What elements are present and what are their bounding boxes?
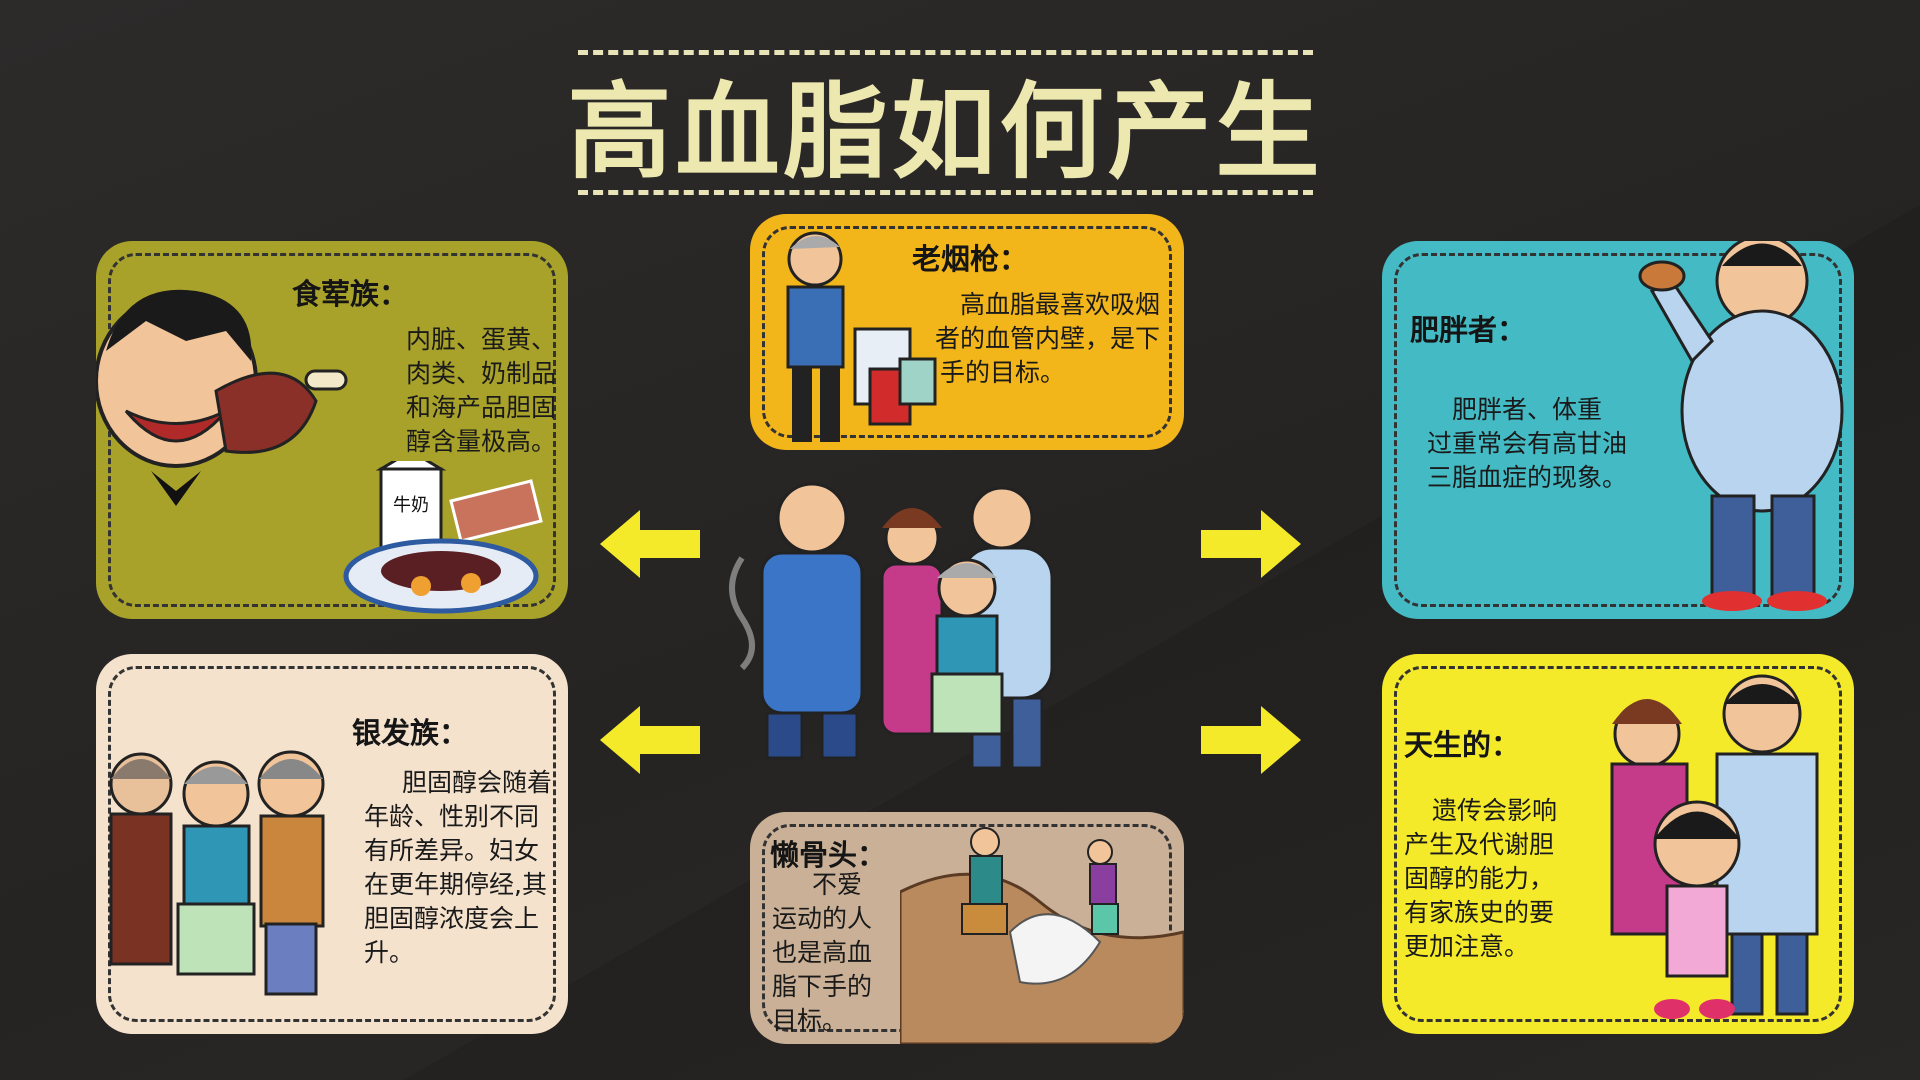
page-title: 高血脂如何产生	[567, 70, 1324, 193]
body-line: 高血脂最喜欢吸烟	[959, 290, 1160, 319]
card-heading: 懒骨头：	[770, 838, 887, 872]
card-body: 胆固醇会随着 年龄、性别不同 有所差异。妇女 在更年期停经,其 胆固醇浓度会上 …	[364, 766, 554, 970]
body-line: 脂下手的	[772, 972, 873, 1001]
smoker-illustration	[786, 231, 937, 442]
body-line: 运动的人	[772, 904, 873, 933]
card-dashed-border	[1394, 666, 1842, 1022]
body-line: 在更年期停经,其	[364, 870, 547, 899]
card-smoker: 老烟枪： 高血脂最喜欢吸烟 者的血管内壁，是下 手的目标。	[750, 214, 1184, 450]
elderly-group-illustration	[109, 750, 325, 996]
card-heading: 老烟枪：	[912, 242, 1029, 276]
card-born: 天生的： 遗传会影响 产生及代谢胆 固醇的能力， 有家族史的要 更加注意。	[1382, 654, 1854, 1034]
body-line: 内脏、蛋黄、	[405, 325, 556, 354]
arrow-left-icon	[600, 706, 700, 774]
obese-man-illustration	[1638, 241, 1844, 611]
body-line: 胆固醇浓度会上	[364, 904, 540, 933]
milk-label: 牛奶	[393, 495, 429, 516]
body-line: 三脂血症的现象。	[1426, 463, 1627, 492]
arrow-right-icon	[1201, 706, 1301, 774]
body-line: 肥胖者、体重	[1451, 395, 1602, 424]
meat-eater-illustration	[96, 289, 348, 506]
body-line: 和海产品胆固	[405, 393, 556, 422]
family-illustration	[1610, 674, 1819, 1019]
card-obese: 肥胖者： 肥胖者、体重 过重常会有高甘油 三脂血症的现象。	[1382, 241, 1854, 619]
card-body: 不爱 运动的人 也是高血 脂下手的 目标。	[772, 868, 902, 1038]
body-line: 有家族史的要	[1404, 898, 1555, 927]
body-line: 不爱	[812, 870, 863, 899]
food-plate-illustration: 牛奶	[343, 461, 543, 614]
arrow-left-icon	[600, 510, 700, 578]
body-line: 更加注意。	[1404, 932, 1530, 961]
card-body: 高血脂最喜欢吸烟 者的血管内壁，是下 手的目标。	[930, 288, 1160, 390]
card-heading: 食荤族：	[292, 277, 409, 311]
central-group-illustration	[729, 482, 1054, 770]
body-line: 年龄、性别不同	[364, 802, 540, 831]
hikers-illustration	[900, 827, 1184, 1044]
body-line: 手的目标。	[940, 358, 1066, 387]
card-heading: 天生的：	[1404, 728, 1521, 762]
body-line: 肉类、奶制品	[405, 359, 556, 388]
body-line: 有所差异。妇女	[364, 836, 540, 865]
body-line: 者的血管内壁，是下	[934, 324, 1160, 353]
title-frame: 高血脂如何产生	[568, 50, 1320, 195]
body-line: 升。	[364, 938, 415, 967]
card-body: 肥胖者、体重 过重常会有高甘油 三脂血症的现象。	[1422, 393, 1632, 495]
card-elder: 银发族： 胆固醇会随着 年龄、性别不同 有所差异。妇女 在更年期停经,其 胆固醇…	[96, 654, 568, 1034]
body-line: 胆固醇会随着	[402, 768, 553, 797]
card-heading: 肥胖者：	[1410, 313, 1527, 347]
card-lazy: 懒骨头： 不爱 运动的人 也是高血 脂下手的 目标。	[750, 812, 1184, 1044]
card-dashed-border	[762, 226, 1172, 438]
card-heading: 银发族：	[352, 716, 469, 750]
body-line: 遗传会影响	[1432, 796, 1558, 825]
body-line: 醇含量极高。	[405, 427, 556, 456]
body-line: 过重常会有高甘油	[1426, 429, 1627, 458]
body-line: 产生及代谢胆	[1404, 830, 1555, 859]
card-body: 内脏、蛋黄、 肉类、奶制品 和海产品胆固 醇含量极高。	[386, 323, 556, 459]
arrow-right-icon	[1201, 510, 1301, 578]
body-line: 目标。	[772, 1006, 848, 1035]
card-body: 遗传会影响 产生及代谢胆 固醇的能力， 有家族史的要 更加注意。	[1404, 794, 1579, 964]
body-line: 也是高血	[772, 938, 873, 967]
card-foodie: 食荤族： 内脏、蛋黄、 肉类、奶制品 和海产品胆固 醇含量极高。 牛奶	[96, 241, 568, 619]
body-line: 固醇的能力，	[1404, 864, 1555, 893]
